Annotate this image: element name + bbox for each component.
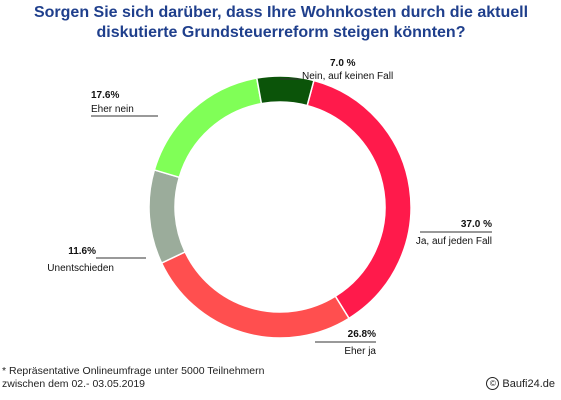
slice-category-label: Eher nein	[91, 104, 134, 115]
slice-labels: 37.0 % Ja, auf jeden Fall 26.8% Eher ja …	[47, 58, 492, 357]
credit-text: Baufi24.de	[502, 377, 555, 390]
slice-category-label: Eher ja	[344, 346, 376, 357]
footnote-line-1: * Repräsentative Onlineumfrage unter 500…	[2, 365, 265, 377]
donut-slices	[148, 75, 412, 339]
slice-category-label: Ja, auf jeden Fall	[416, 236, 492, 247]
donut-slice	[255, 75, 315, 107]
footnote: * Repräsentative Onlineumfrage unter 500…	[2, 365, 264, 391]
copyright-icon: ©	[486, 377, 500, 390]
slice-category-label: Unentschieden	[47, 263, 114, 274]
donut-slice	[153, 77, 263, 179]
donut-slice	[306, 79, 412, 320]
chart-title: Sorgen Sie sich darüber, dass Ihre Wohnk…	[6, 3, 556, 43]
slice-value-label: 11.6%	[68, 246, 96, 257]
slice-value-label: 7.0 %	[330, 58, 356, 69]
donut-slice	[148, 168, 187, 265]
slice-value-label: 17.6%	[91, 90, 119, 101]
footnote-line-2: zwischen dem 02.- 03.05.2019	[2, 378, 146, 390]
chart-title-line-2: diskutierte Grundsteuerreform steigen kö…	[96, 24, 466, 41]
slice-value-label: 26.8%	[348, 329, 376, 340]
source-credit: © Baufi24.de	[486, 377, 555, 390]
donut-slice	[160, 250, 351, 339]
slice-value-label: 37.0 %	[461, 219, 492, 230]
slice-category-label: Nein, auf keinen Fall	[302, 71, 393, 82]
chart-title-line-1: Sorgen Sie sich darüber, dass Ihre Wohnk…	[33, 4, 529, 21]
